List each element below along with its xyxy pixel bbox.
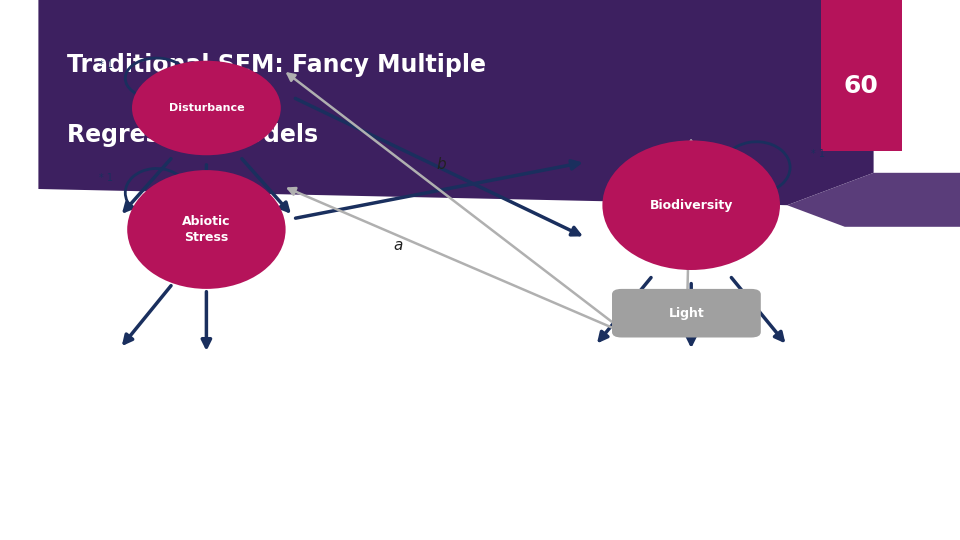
Text: * 1: * 1 [99,59,112,70]
Text: * 1: * 1 [99,173,112,183]
Text: Traditional SEM: Fancy Multiple: Traditional SEM: Fancy Multiple [67,53,486,77]
FancyBboxPatch shape [612,289,760,338]
Polygon shape [38,0,874,205]
Polygon shape [787,173,960,227]
Text: b: b [437,157,446,172]
Text: Light: Light [668,307,705,320]
Text: * 1: * 1 [811,148,825,159]
Text: Abiotic
Stress: Abiotic Stress [182,215,230,244]
Text: 60: 60 [844,75,878,98]
Ellipse shape [132,60,280,156]
Ellipse shape [127,170,286,289]
Text: Disturbance: Disturbance [169,103,244,113]
Text: Biodiversity: Biodiversity [650,199,732,212]
Text: Regression Models: Regression Models [67,123,319,147]
Text: a: a [394,238,403,253]
Ellipse shape [603,140,780,270]
FancyBboxPatch shape [821,0,902,151]
